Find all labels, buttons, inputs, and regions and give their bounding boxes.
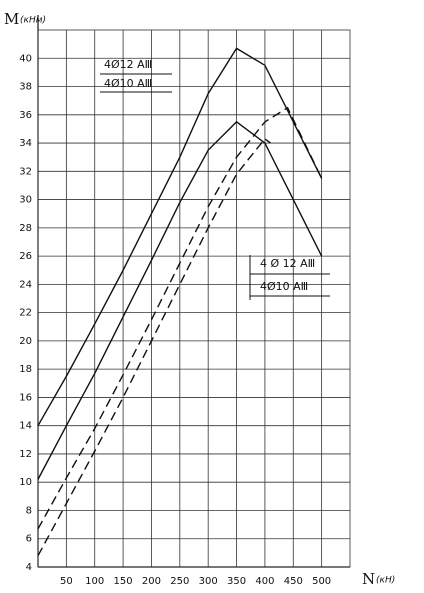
x-tick-label: 300 [199,576,218,587]
series-line [37,120,323,480]
series-line [37,47,323,427]
x-tick-label: 250 [170,576,189,587]
y-tick-label: 6 [26,534,32,545]
y-tick-label: 40 [19,53,32,64]
legend-label: 4Ø10 AⅢ [104,77,152,90]
y-tick-label: 28 [19,223,32,234]
series-line [37,106,323,530]
x-axis-label: N [362,570,375,588]
y-tick-label: 18 [19,364,32,375]
y-tick-label: 12 [19,449,32,460]
x-tick-label: 350 [227,576,246,587]
plot-frame [37,29,351,568]
legend-lower: 4 Ø 12 AⅢ 4Ø10 AⅢ [249,255,330,300]
x-tick-label: 100 [85,576,104,587]
x-tick-label: 150 [114,576,133,587]
y-tick-label: 26 [19,251,32,262]
legend-label: 4 Ø 12 AⅢ [260,257,315,270]
y-tick-label: 14 [19,421,32,432]
y-tick-label: 4 [26,562,32,573]
x-tick-label: 400 [255,576,274,587]
y-tick-label: 8 [26,505,32,516]
y-tick-label: 36 [19,110,32,121]
x-tick-label: 450 [284,576,303,587]
legend-upper: 4Ø12 AⅢ 4Ø10 AⅢ [100,58,172,93]
y-tick-label: 32 [19,166,32,177]
y-tick-label: 30 [19,195,32,206]
x-tick-label: 500 [312,576,331,587]
y-tick-label: 16 [19,392,32,403]
y-axis-unit: (кНм) [20,16,46,26]
x-tick-label: 200 [142,576,161,587]
legend-label: 4Ø12 AⅢ [104,58,152,71]
x-tick-label: 50 [60,576,73,587]
legend-label: 4Ø10 AⅢ [260,280,308,293]
y-tick-label: 38 [19,82,32,93]
y-tick-label: 22 [19,308,32,319]
series-line [37,137,272,557]
y-tick-label: 20 [19,336,32,347]
x-axis-unit: (кН) [376,576,395,586]
y-tick-label: 34 [19,138,32,149]
y-tick-label: 10 [19,477,32,488]
y-tick-label: 24 [19,279,32,290]
y-axis-label: M [4,10,19,28]
